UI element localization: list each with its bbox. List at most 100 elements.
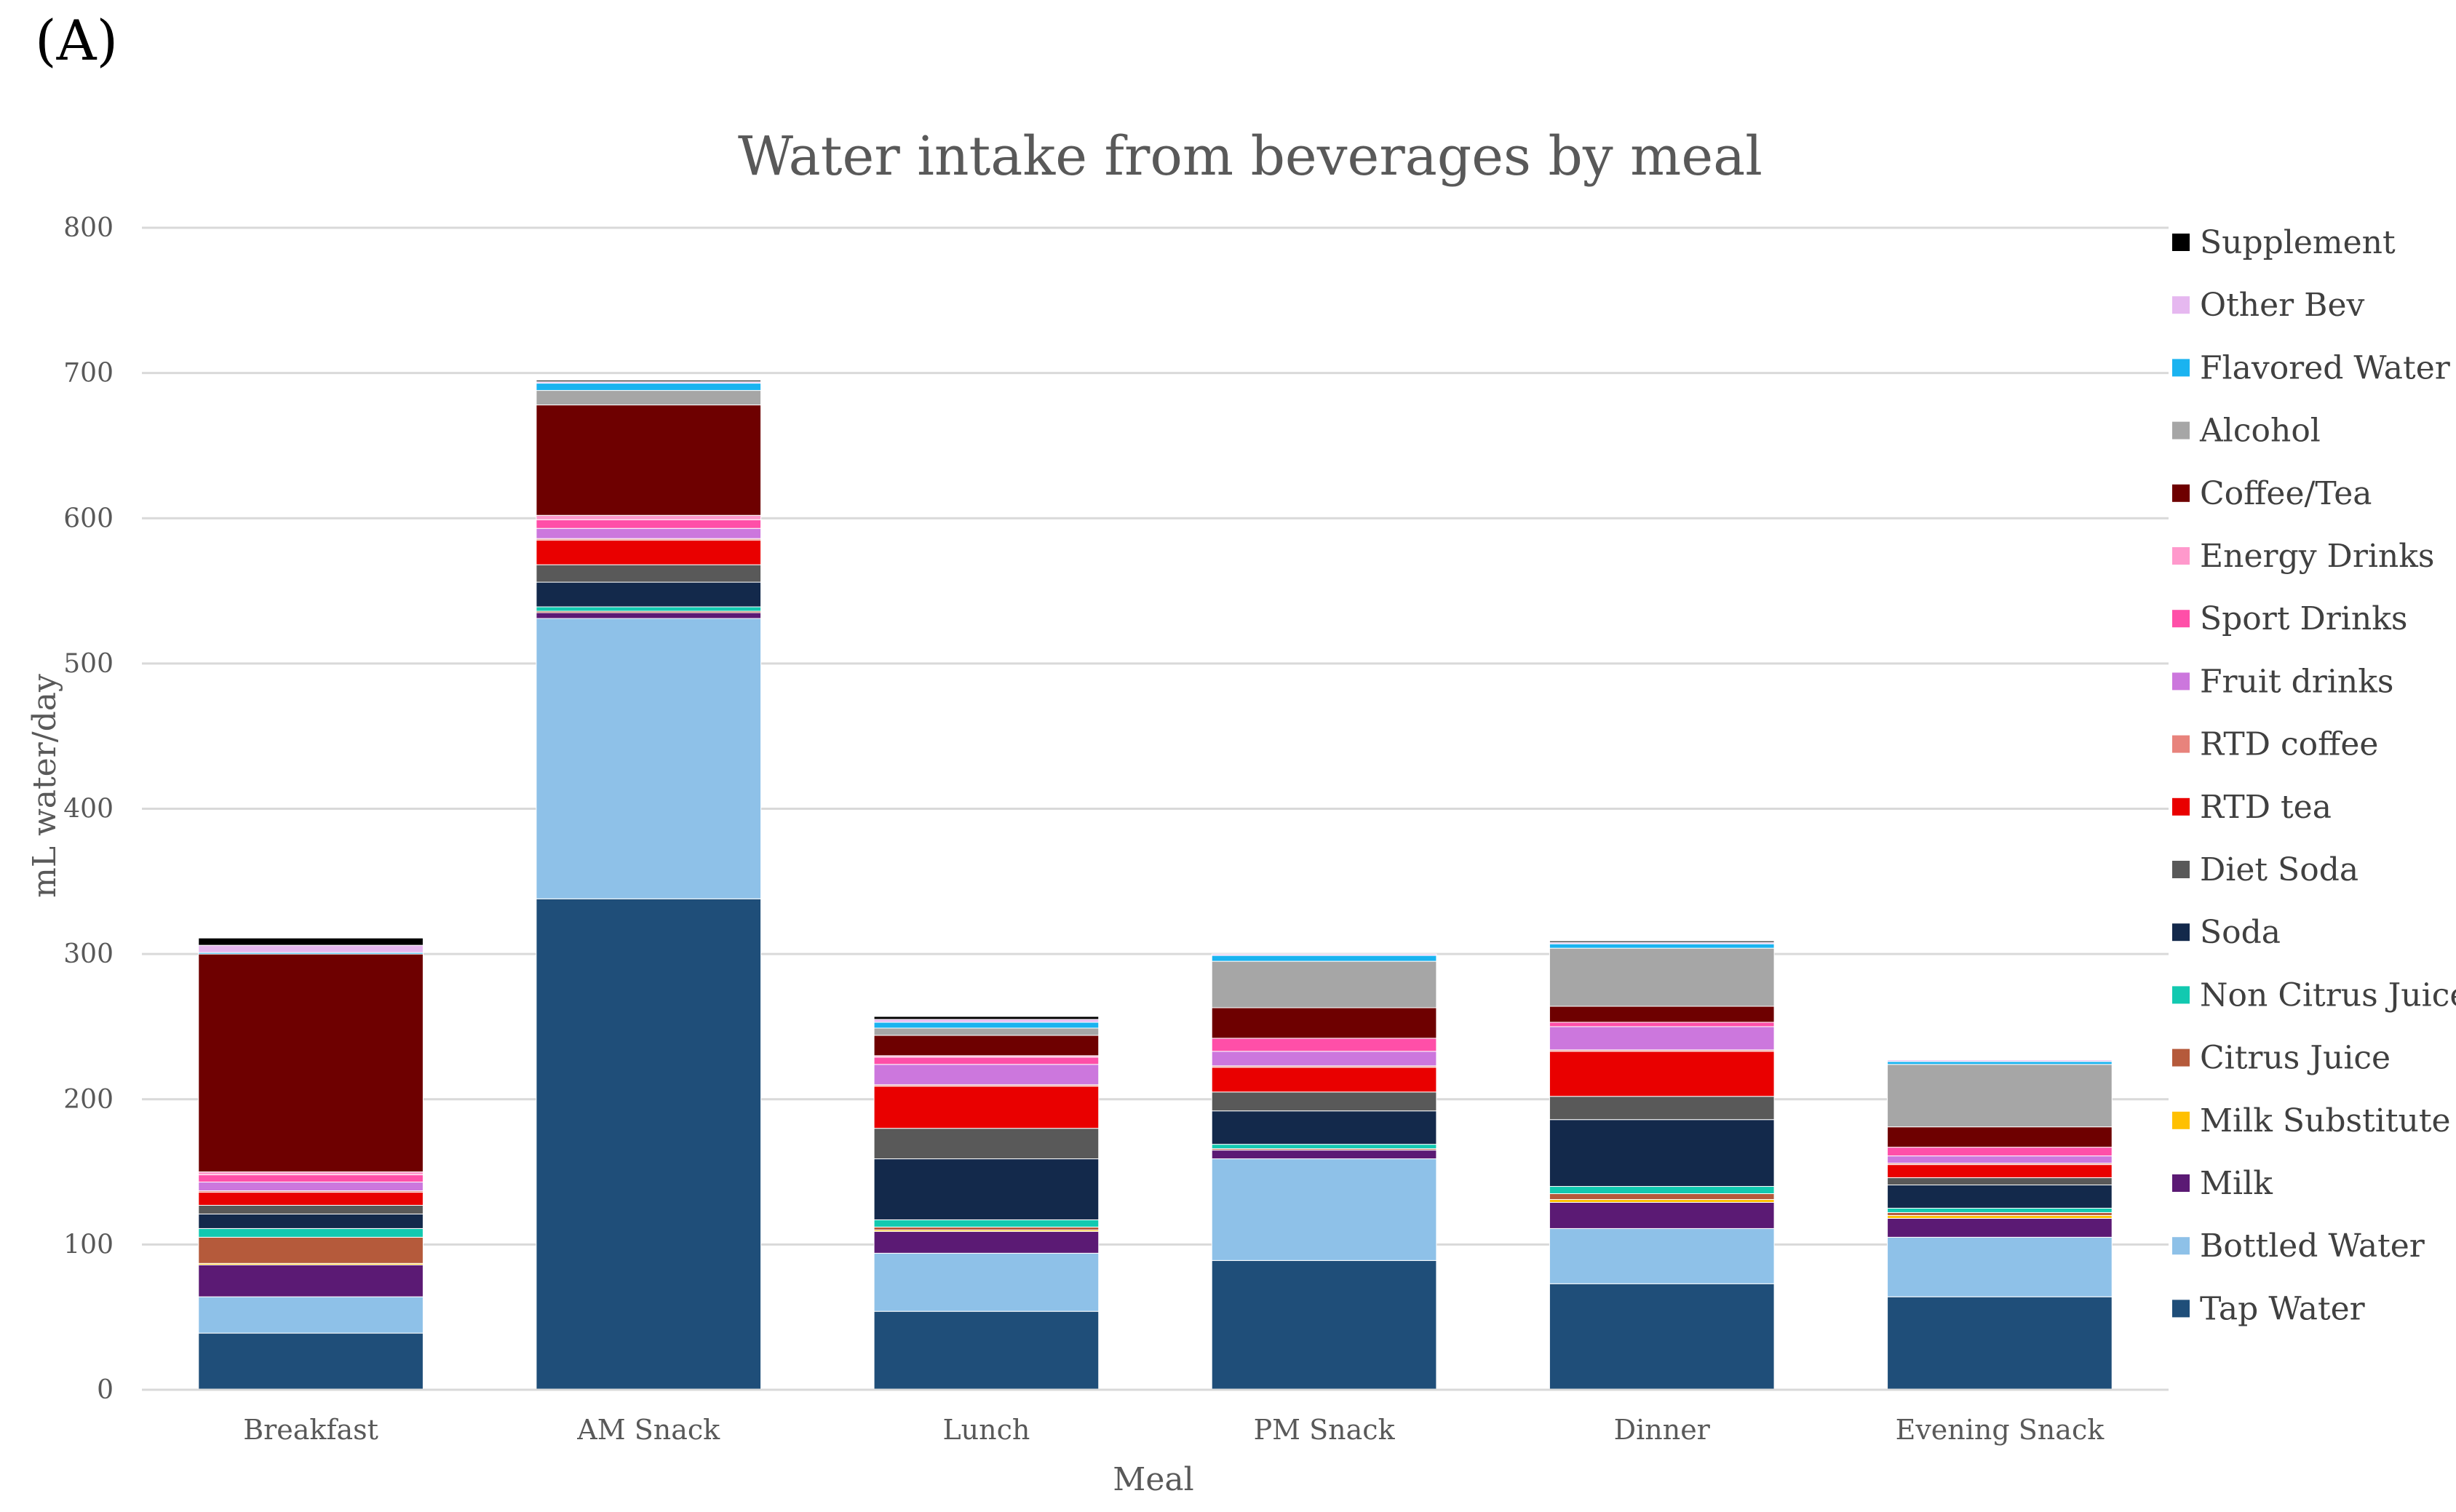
bar-segment-flavored-water xyxy=(1887,1061,2113,1065)
x-axis-categories: Breakfast AM Snack Lunch PM Snack Dinner Even… xyxy=(243,1414,2105,1446)
y-tick-label: 200 xyxy=(63,1085,114,1115)
y-tick-label: 500 xyxy=(63,649,114,679)
y-tick-label: 0 xyxy=(97,1375,114,1405)
bar-segment-citrus-juice xyxy=(1887,1211,2113,1216)
y-tick-label: 800 xyxy=(63,213,114,243)
bar-segment-bottled-water xyxy=(198,1296,424,1334)
bar-segment-sport-drinks xyxy=(536,519,762,529)
bar-segment-soda xyxy=(198,1213,424,1229)
legend-item-non-citrus-juice: Non Citrus Juice xyxy=(2172,976,2456,1014)
bar-segment-non-citrus-juice xyxy=(198,1227,424,1238)
legend-swatch xyxy=(2172,1300,2190,1318)
legend-swatch xyxy=(2172,359,2190,377)
legend-label: Coffee/Tea xyxy=(2200,475,2372,512)
y-tick-label: 400 xyxy=(63,795,114,824)
bar-segment-sport-drinks xyxy=(1211,1038,1437,1052)
legend-swatch xyxy=(2172,986,2190,1004)
bar-segment-alcohol xyxy=(873,1027,1100,1036)
y-tick-label: 300 xyxy=(63,939,114,969)
bar-segment-other-bev xyxy=(1887,1059,2113,1062)
bar-segment-non-citrus-juice xyxy=(536,606,762,612)
bar-segment-sport-drinks xyxy=(1549,1022,1775,1027)
legend-label: Sport Drinks xyxy=(2200,600,2407,637)
legend-item-other-bev: Other Bev xyxy=(2172,287,2365,324)
legend-swatch xyxy=(2172,421,2190,439)
legend-swatch xyxy=(2172,797,2190,816)
legend-item-energy-drinks: Energy Drinks xyxy=(2172,538,2435,575)
bar-segment-energy-drinks xyxy=(536,514,762,520)
bar-segment-non-citrus-juice xyxy=(1887,1207,2113,1213)
bar-segment-bottled-water xyxy=(1211,1158,1437,1261)
bar-segment-citrus-juice xyxy=(873,1226,1100,1230)
bar-segment-coffee-tea xyxy=(198,953,424,1173)
legend-item-citrus-juice: Citrus Juice xyxy=(2172,1040,2391,1077)
bar-segment-rtd-tea xyxy=(536,539,762,565)
bar-segment-soda xyxy=(536,581,762,608)
bar-segment-citrus-juice xyxy=(1549,1193,1775,1200)
bar-stack-dinner xyxy=(1549,940,1775,1390)
bar-segment-tap-water xyxy=(1549,1283,1775,1390)
bar-segment-soda xyxy=(1887,1185,2113,1209)
legend-item-rtd-tea: RTD tea xyxy=(2172,789,2332,826)
bar-segment-tap-water xyxy=(198,1332,424,1390)
x-tick-label: AM Snack xyxy=(576,1414,720,1446)
legend-label: Bottled Water xyxy=(2200,1227,2425,1265)
legend-label: Diet Soda xyxy=(2200,851,2358,888)
bar-segment-citrus-juice xyxy=(198,1236,424,1264)
legend-swatch xyxy=(2172,234,2190,251)
bar-segment-alcohol xyxy=(536,390,762,406)
legend: Supplement Other Bev Flavored Water Alcohol… xyxy=(2172,224,2456,1327)
bar-segment-fruit-drinks xyxy=(198,1182,424,1192)
legend-swatch xyxy=(2172,861,2190,878)
bar-segment-diet-soda xyxy=(1549,1096,1775,1121)
bar-segment-diet-soda xyxy=(198,1204,424,1214)
bar-segment-soda xyxy=(873,1158,1100,1220)
bar-segment-alcohol xyxy=(1211,960,1437,1008)
bar-segment-rtd-tea xyxy=(1211,1067,1437,1093)
x-axis-title: Meal xyxy=(1113,1461,1193,1498)
bar-segment-flavored-water xyxy=(873,1022,1100,1029)
bar-segment-non-citrus-juice xyxy=(1211,1144,1437,1150)
bar-segment-diet-soda xyxy=(873,1128,1100,1160)
bar-segment-fruit-drinks xyxy=(536,528,762,539)
x-tick-label: Breakfast xyxy=(243,1414,378,1446)
chart-title: Water intake from beverages by meal xyxy=(738,125,1762,188)
bar-segment-soda xyxy=(1211,1110,1437,1145)
legend-item-diet-soda: Diet Soda xyxy=(2172,851,2358,888)
legend-label: Milk xyxy=(2200,1165,2273,1202)
bar-segment-bottled-water xyxy=(873,1252,1100,1312)
bar-segment-fruit-drinks xyxy=(873,1064,1100,1086)
bar-segment-other-bev xyxy=(873,1019,1100,1023)
legend-label: Tap Water xyxy=(2200,1290,2366,1327)
bar-segment-sport-drinks xyxy=(198,1174,424,1183)
y-axis-ticks: 0 100 200 300 400 500 600 700 800 xyxy=(63,213,114,1405)
bar-stack-evening-snack xyxy=(1887,1059,2113,1390)
legend-item-supplement: Supplement xyxy=(2172,224,2396,261)
bar-segment-soda xyxy=(1549,1119,1775,1187)
bar-segment-supplement xyxy=(873,1016,1100,1020)
y-axis-title: mL water/day xyxy=(26,674,63,898)
bar-stack-lunch xyxy=(873,1016,1100,1390)
bar-segment-non-citrus-juice xyxy=(1549,1186,1775,1195)
bar-segment-bottled-water xyxy=(1887,1236,2113,1297)
bar-segment-fruit-drinks xyxy=(1549,1026,1775,1051)
x-tick-label: PM Snack xyxy=(1254,1414,1396,1446)
bar-segment-flavored-water xyxy=(536,383,762,391)
bar-stack-breakfast xyxy=(198,937,424,1390)
bar-segment-non-citrus-juice xyxy=(873,1219,1100,1227)
legend-label: Flavored Water xyxy=(2200,349,2451,386)
bar-segment-milk-substitute xyxy=(1887,1214,2113,1219)
bar-segment-milk xyxy=(198,1264,424,1297)
bar-segment-supplement xyxy=(198,937,424,946)
legend-label: Fruit drinks xyxy=(2200,663,2394,700)
bars xyxy=(198,380,2113,1390)
legend-item-flavored-water: Flavored Water xyxy=(2172,349,2451,386)
bar-segment-rtd-tea xyxy=(873,1086,1100,1129)
bar-segment-coffee-tea xyxy=(873,1035,1100,1057)
bar-segment-diet-soda xyxy=(536,564,762,583)
legend-swatch xyxy=(2172,547,2190,565)
legend-swatch xyxy=(2172,923,2190,942)
legend-swatch xyxy=(2172,1237,2190,1255)
bar-segment-diet-soda xyxy=(1211,1091,1437,1112)
